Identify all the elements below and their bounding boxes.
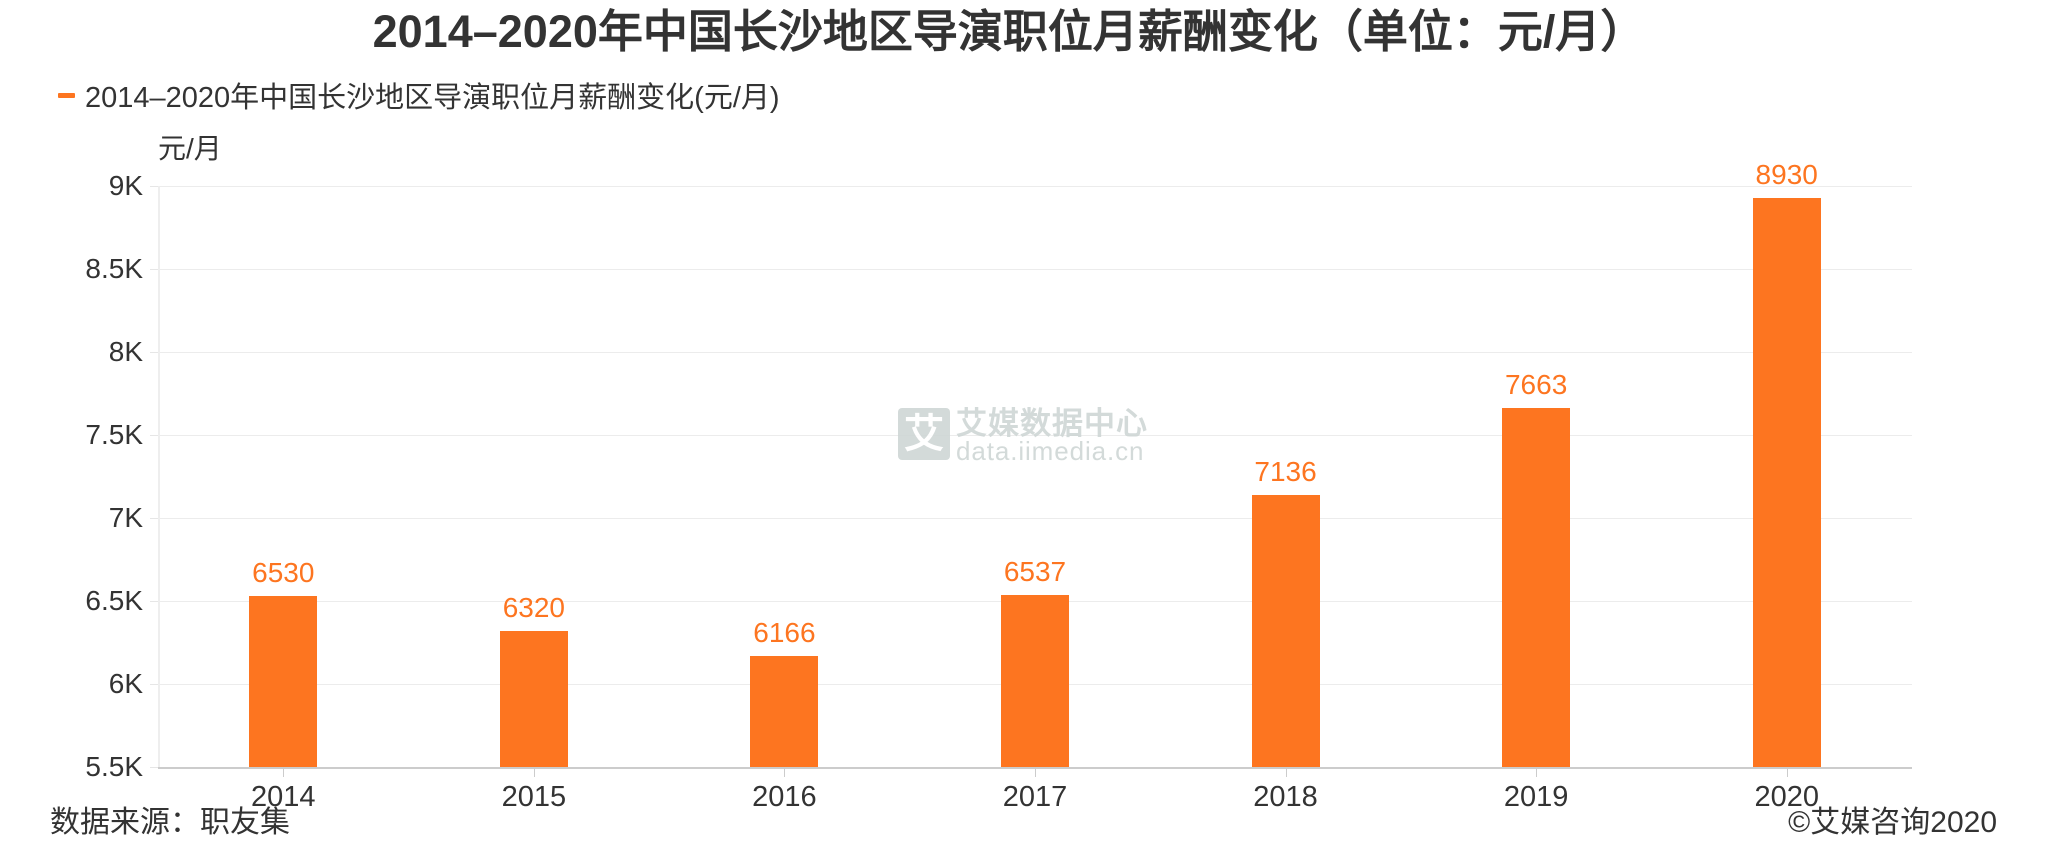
y-axis-label: 7K [108, 502, 143, 533]
bar-2019 [1502, 407, 1571, 767]
y-axis-tick [150, 684, 158, 685]
y-axis-tick [150, 186, 158, 187]
x-axis-tick [283, 768, 284, 777]
x-axis-label-2018: 2018 [1253, 781, 1318, 813]
y-axis-tick [150, 518, 158, 519]
y-axis-tick [150, 269, 158, 270]
legend-label: 2014–2020年中国长沙地区导演职位月薪酬变化(元/月) [85, 82, 780, 114]
data-label-2016: 6166 [753, 617, 816, 649]
bar-2017 [1001, 594, 1069, 767]
gridline [158, 352, 1912, 353]
gridline [158, 186, 1912, 187]
y-axis-tick [150, 435, 158, 436]
x-axis-tick [784, 768, 785, 777]
bar-2018 [1251, 495, 1320, 767]
x-axis-tick [1536, 768, 1537, 777]
y-axis-label: 6K [108, 668, 143, 699]
legend-marker-icon [58, 92, 75, 98]
bar-2014 [249, 596, 318, 767]
x-axis-tick [1035, 768, 1036, 777]
bar-2020 [1752, 197, 1821, 767]
x-axis-label-2016: 2016 [752, 781, 817, 813]
chart-title: 2014–2020年中国长沙地区导演职位月薪酬变化（单位：元/月） [372, 6, 1646, 57]
gridline [158, 518, 1912, 519]
copyright: ©艾媒咨询2020 [1788, 806, 1997, 839]
x-axis-label-2020: 2020 [1754, 781, 1819, 813]
bar-2015 [499, 630, 568, 767]
y-axis-label: 8.5K [85, 253, 143, 284]
data-label-2014: 6530 [252, 557, 315, 589]
data-label-2019: 7663 [1504, 368, 1568, 400]
y-axis-label: 8K [108, 336, 143, 367]
legend-item[interactable]: 2014–2020年中国长沙地区导演职位月薪酬变化(元/月) [58, 83, 780, 113]
data-label-2020: 8930 [1755, 158, 1818, 190]
x-axis-label-2017: 2017 [1002, 781, 1068, 813]
y-axis-unit: 元/月 [158, 133, 222, 164]
y-axis-line [158, 186, 160, 767]
x-axis-label-2014: 2014 [251, 781, 316, 813]
x-axis-label-2019: 2019 [1503, 781, 1569, 813]
data-label-2015: 6320 [502, 591, 565, 623]
data-source: 数据来源：职友集 [50, 806, 290, 839]
gridline [158, 435, 1912, 436]
y-axis-label: 9K [108, 170, 143, 201]
x-axis-tick [534, 768, 535, 777]
data-label-2017: 6537 [1003, 555, 1067, 587]
x-axis-tick [1787, 768, 1788, 777]
x-axis-tick [1286, 768, 1287, 777]
x-axis-label-2015: 2015 [501, 781, 567, 813]
gridline [158, 269, 1912, 270]
y-axis-label: 5.5K [85, 751, 143, 782]
y-axis-label: 6.5K [85, 585, 143, 616]
y-axis-tick [150, 767, 158, 768]
y-axis-label: 7.5K [85, 419, 143, 450]
y-axis-tick [150, 352, 158, 353]
bar-2016 [750, 656, 819, 767]
y-axis-tick [150, 601, 158, 602]
data-label-2018: 7136 [1254, 456, 1317, 488]
